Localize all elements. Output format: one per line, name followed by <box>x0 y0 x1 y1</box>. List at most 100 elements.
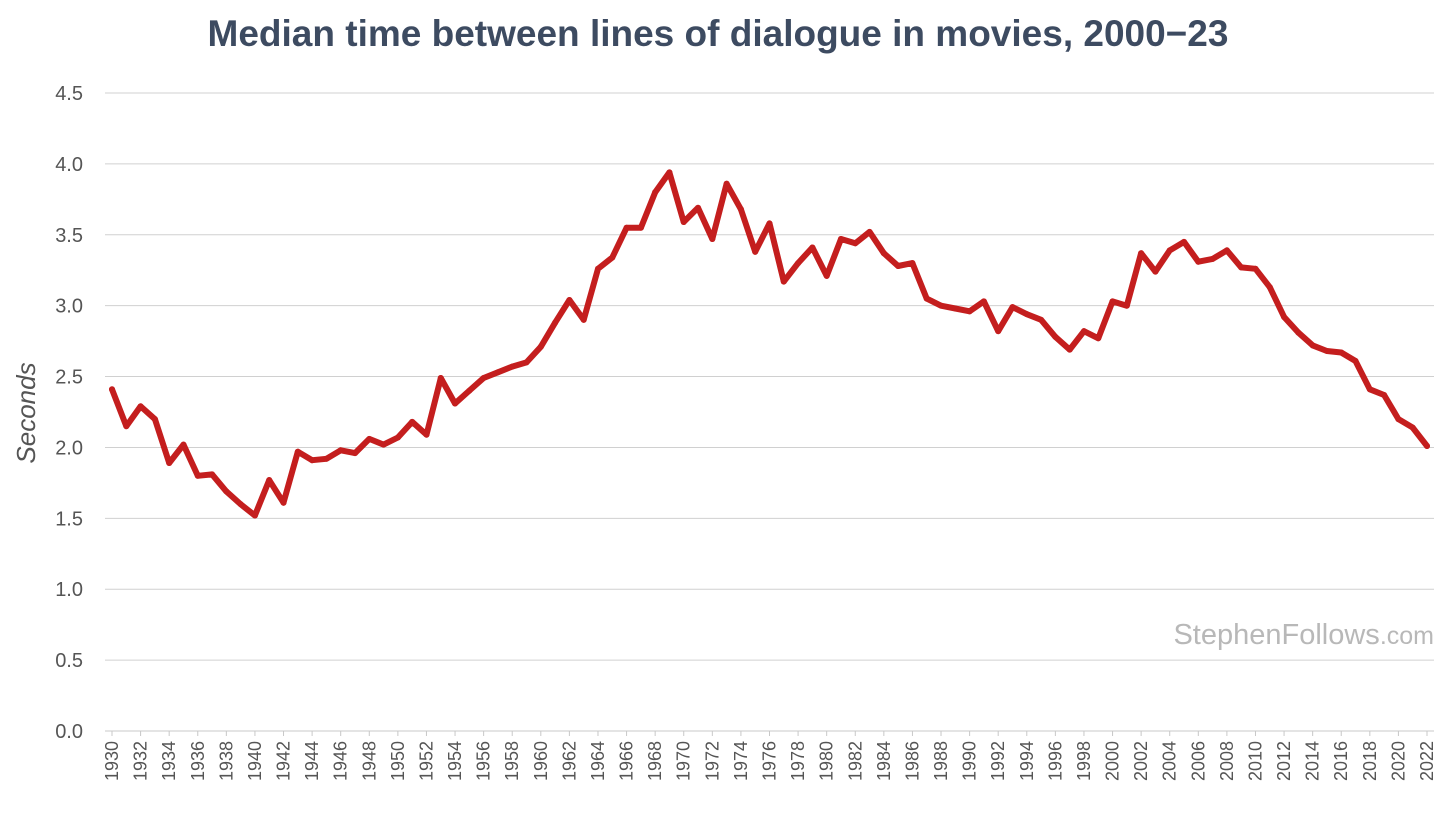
data-point <box>366 435 373 442</box>
data-point <box>537 343 544 350</box>
data-point <box>1152 268 1159 275</box>
x-tick-label: 1950 <box>388 741 408 781</box>
data-point <box>1223 247 1230 254</box>
data-point <box>337 447 344 454</box>
data-point <box>123 423 130 430</box>
data-point <box>1195 258 1202 265</box>
x-tick-label: 1994 <box>1017 741 1037 781</box>
x-tick-label: 1966 <box>617 741 637 781</box>
x-tick-label: 1930 <box>102 741 122 781</box>
data-point <box>1038 316 1045 323</box>
data-point <box>509 363 516 370</box>
data-point <box>623 224 630 231</box>
data-point <box>938 302 945 309</box>
x-tick-label: 2016 <box>1331 741 1351 781</box>
data-point <box>1381 391 1388 398</box>
y-tick-label: 0.0 <box>55 721 83 743</box>
data-point <box>723 180 730 187</box>
x-tick-label: 1996 <box>1045 741 1065 781</box>
data-point <box>437 374 444 381</box>
data-point <box>1395 416 1402 423</box>
y-tick-label: 3.0 <box>55 296 83 318</box>
x-tick-label: 1982 <box>845 741 865 781</box>
y-tick-label: 1.0 <box>55 579 83 601</box>
x-tick-label: 1964 <box>588 741 608 781</box>
data-point <box>151 416 158 423</box>
data-point <box>1181 238 1188 245</box>
x-tick-label: 2012 <box>1274 741 1294 781</box>
x-tick-label: 1992 <box>988 741 1008 781</box>
data-point <box>909 260 916 267</box>
data-point <box>480 374 487 381</box>
data-point <box>652 189 659 196</box>
x-tick-label: 1984 <box>874 741 894 781</box>
x-tick-label: 1936 <box>188 741 208 781</box>
x-tick-label: 1956 <box>474 741 494 781</box>
data-point <box>809 244 816 251</box>
x-tick-label: 1998 <box>1074 741 1094 781</box>
data-point <box>494 369 501 376</box>
data-point <box>852 240 859 247</box>
data-point <box>1266 284 1273 291</box>
data-point <box>1052 333 1059 340</box>
data-point <box>409 418 416 425</box>
data-point <box>1209 255 1216 262</box>
x-tick-label: 1954 <box>445 741 465 781</box>
x-tick-label: 1962 <box>559 741 579 781</box>
watermark-suffix: .com <box>1380 622 1434 650</box>
x-tick-label: 1942 <box>274 741 294 781</box>
data-point <box>1424 443 1430 450</box>
data-point <box>1409 424 1416 431</box>
data-point <box>209 471 216 478</box>
data-point <box>523 359 530 366</box>
data-point <box>1323 348 1330 355</box>
data-point <box>1095 335 1102 342</box>
x-tick-label: 1978 <box>788 741 808 781</box>
data-point <box>380 441 387 448</box>
data-point <box>695 204 702 211</box>
data-point <box>995 328 1002 335</box>
x-tick-label: 1972 <box>702 741 722 781</box>
data-point <box>666 169 673 176</box>
x-tick-label: 1946 <box>331 741 351 781</box>
x-tick-label: 1974 <box>731 741 751 781</box>
data-point <box>109 386 115 393</box>
y-tick-label: 2.0 <box>55 437 83 459</box>
x-axis-ticks: 1930 1932 1934 1936 1938 1940 1942 1944 1946 1948… <box>102 731 1437 781</box>
x-tick-label: 2006 <box>1188 741 1208 781</box>
data-point <box>795 260 802 267</box>
x-tick-label: 1986 <box>902 741 922 781</box>
data-point <box>866 228 873 235</box>
data-point <box>1009 304 1016 311</box>
data-point <box>166 460 173 467</box>
x-tick-label: 1948 <box>359 741 379 781</box>
data-point <box>1366 386 1373 393</box>
x-tick-label: 1980 <box>817 741 837 781</box>
data-point <box>137 403 144 410</box>
y-axis-label: Seconds <box>11 362 41 463</box>
data-point <box>680 219 687 226</box>
x-tick-label: 1932 <box>131 741 151 781</box>
data-point <box>1338 349 1345 356</box>
x-tick-label: 1988 <box>931 741 951 781</box>
data-point <box>423 431 430 438</box>
y-tick-label: 0.5 <box>55 650 83 672</box>
data-point <box>1138 250 1145 257</box>
data-point <box>294 448 301 455</box>
data-point <box>1281 314 1288 321</box>
series-group <box>109 169 1430 519</box>
data-point <box>823 272 830 279</box>
y-tick-label: 4.5 <box>55 83 83 105</box>
data-point <box>895 262 902 269</box>
data-point <box>1252 265 1259 272</box>
data-point <box>1352 357 1359 364</box>
data-point <box>280 499 287 506</box>
data-point <box>194 472 201 479</box>
data-point <box>251 512 258 519</box>
data-point <box>351 450 358 457</box>
data-point <box>180 441 187 448</box>
x-tick-label: 1970 <box>674 741 694 781</box>
x-tick-label: 2008 <box>1217 741 1237 781</box>
